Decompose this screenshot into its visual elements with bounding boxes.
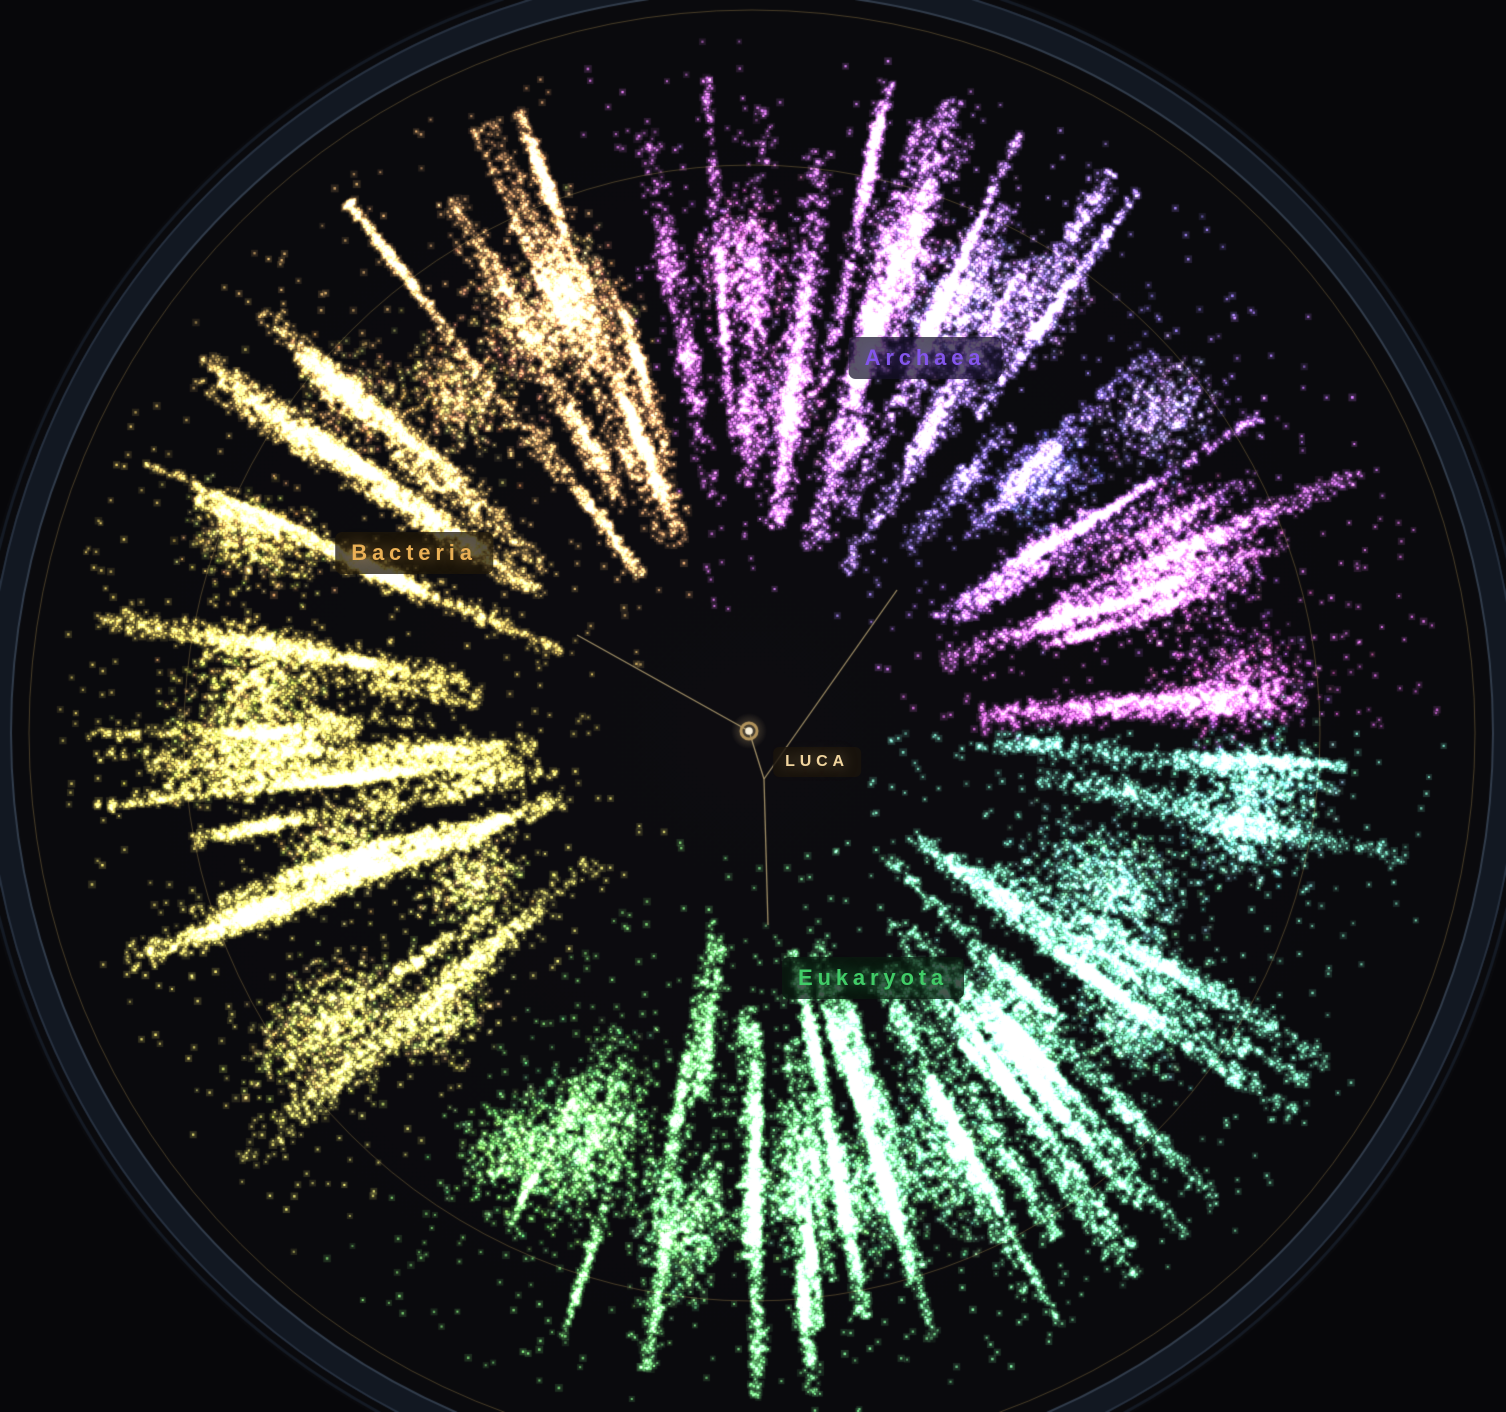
domain-label-bacteria[interactable]: Bacteria (335, 532, 493, 574)
domain-label-eukaryota[interactable]: Eukaryota (782, 957, 964, 999)
luca-node-label[interactable]: LUCA (773, 747, 861, 777)
domain-label-archaea[interactable]: Archaea (848, 337, 1002, 379)
